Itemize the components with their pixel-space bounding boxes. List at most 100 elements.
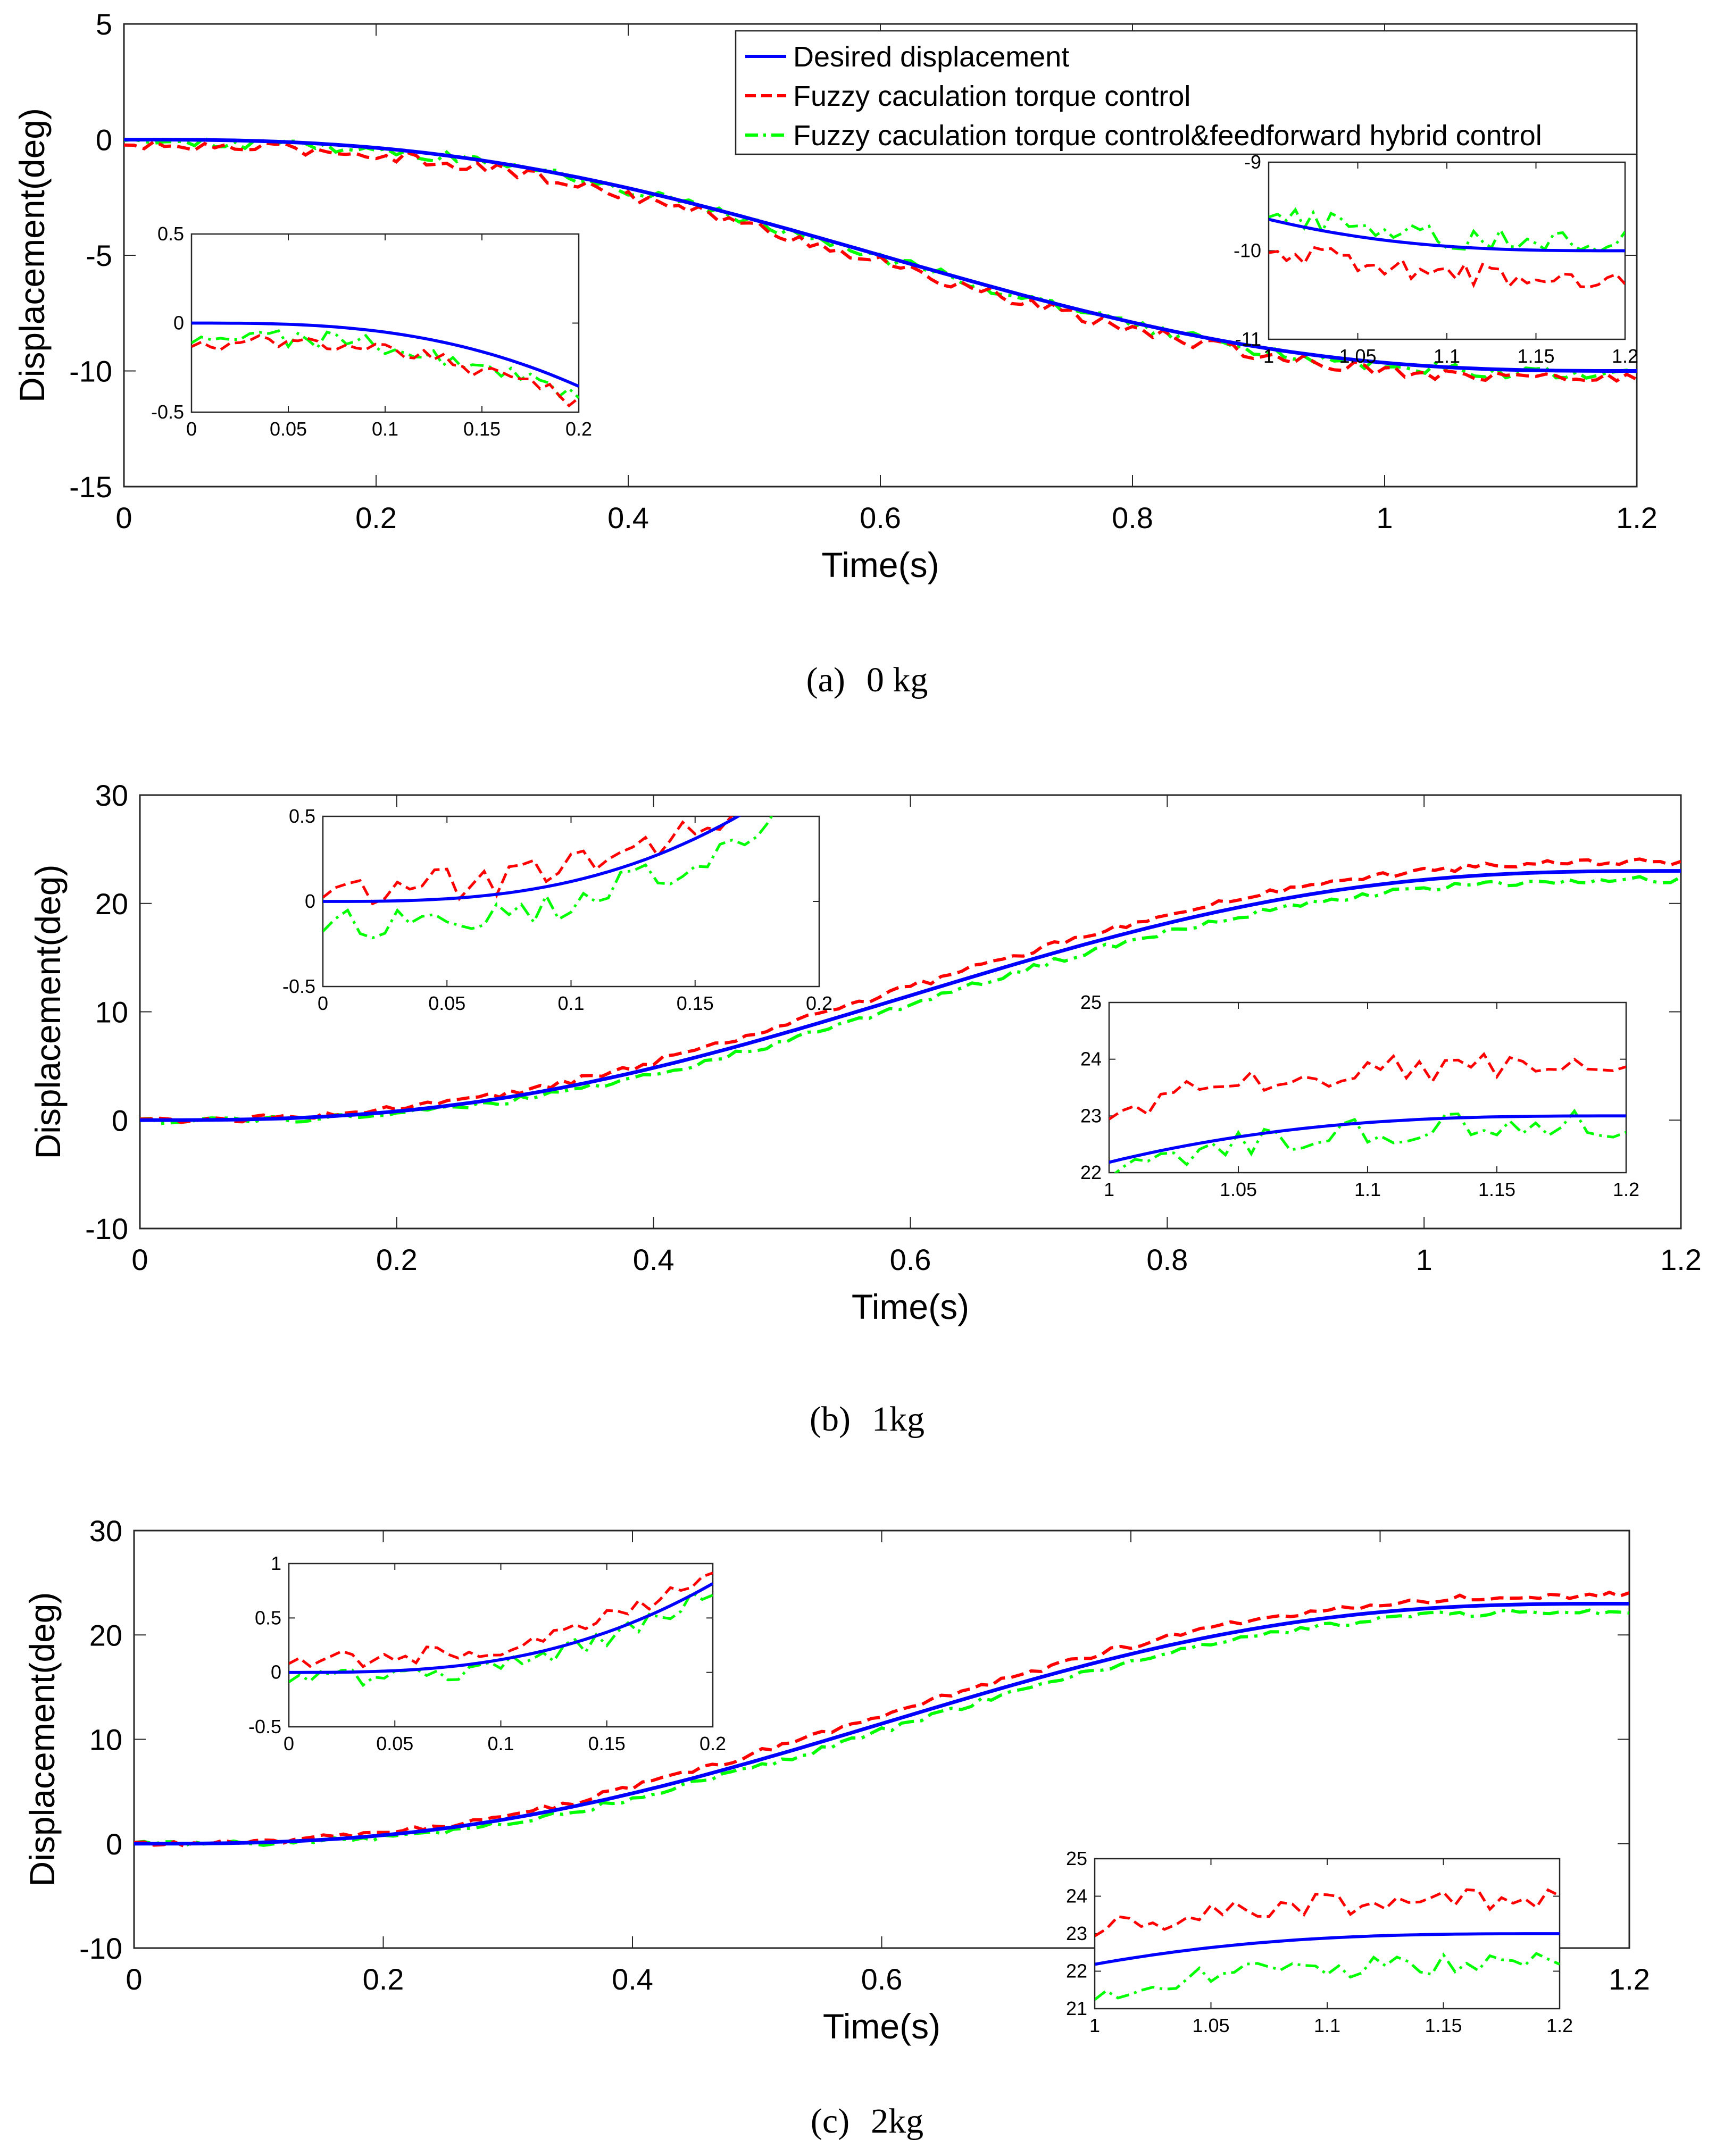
main-desired-line	[140, 869, 1681, 1122]
main-series	[140, 857, 1681, 1125]
main-axis-xtick-label: 0.6	[860, 501, 901, 534]
main-axis-xtick-label: 0.2	[355, 501, 397, 534]
main-axis-xtick-label: 1.2	[1609, 1962, 1650, 1996]
inset-1: 0 0.05 0.1 0.15 0.2-0.500.51	[248, 1552, 726, 1754]
panel-a: 0 0.2 0.4 0.6 0.8 1 1.2 -15 -10 -5 0 5 Time(s) Displa…	[12, 7, 1658, 699]
main-fuzzy-line	[140, 857, 1681, 1124]
inset-axis-ytick-label: 22	[1066, 1960, 1087, 1982]
main-series	[134, 1590, 1629, 1848]
inset-axis-ytick-label: 23	[1080, 1105, 1102, 1126]
inset-axis-ytick-label: 25	[1066, 1848, 1087, 1869]
main-fuzzy-line	[134, 1590, 1629, 1848]
inset-axis-ytick-label: -0.5	[282, 975, 315, 997]
inset-axis-ytick-label: -10	[1234, 240, 1261, 262]
inset-axis-xtick-label: 0.15	[463, 418, 501, 440]
inset-series	[323, 816, 795, 940]
inset-axis-ytick-label: 0	[173, 312, 184, 334]
inset-axis-ytick-label: 0.5	[157, 223, 184, 245]
inset-axis-xtick-label: 1.2	[1612, 345, 1638, 367]
inset-axis-xtick-label: 1.05	[1339, 345, 1376, 367]
main-axis-xtick-label: 0	[115, 501, 132, 534]
main-axis-xtick-label: 0.2	[376, 1243, 418, 1276]
caption-label: (c)	[811, 2102, 849, 2141]
inset-2: 1 1.05 1.1 1.15 1.2 21 22 23 24 25	[1066, 1848, 1573, 2036]
y-axis-label: Displacement(deg)	[28, 865, 68, 1159]
inset-1: 0 0.05 0.1 0.15 0.2-0.500.5	[282, 805, 832, 1014]
inset-axis-ytick-label: 21	[1066, 1998, 1087, 2019]
inset-axis-ytick-label: 22	[1080, 1161, 1102, 1183]
inset-desired-line	[191, 321, 579, 388]
inset-axis-xtick-label: 0.05	[270, 418, 307, 440]
main-axis-ytick-label: 30	[95, 779, 128, 812]
inset-hybrid-line	[323, 816, 795, 940]
inset-axis-ytick-label: 0	[305, 890, 315, 912]
inset-axis-xtick-label: 1.05	[1220, 1179, 1257, 1200]
inset-axis-xtick-label: 0	[318, 992, 328, 1014]
inset-axis-xtick-label: 0.15	[588, 1733, 626, 1754]
main-series	[124, 136, 1637, 383]
inset-axis-xtick-label: 0.05	[376, 1733, 413, 1754]
caption: (a) 0 kg	[806, 661, 928, 699]
caption: (c) 2kg	[811, 2102, 923, 2141]
main-axis-xtick-label: 0.4	[607, 501, 649, 534]
legend: Desired displacement Fuzzy caculation tor…	[735, 30, 1638, 155]
inset-fuzzy-line	[289, 1572, 713, 1669]
inset-axis-xtick-label: 1.1	[1354, 1179, 1381, 1200]
inset-series	[1095, 1888, 1560, 2001]
inset-axis-ytick-label: 24	[1080, 1048, 1102, 1070]
y-axis-label: Displacement(deg)	[22, 1592, 62, 1887]
inset-series	[1269, 207, 1625, 289]
inset-axis-xtick-label: 1.2	[1613, 1179, 1639, 1200]
inset-fuzzy-line	[191, 334, 579, 408]
main-axis-xtick-label: 1.2	[1616, 501, 1658, 534]
inset-axis-ytick-label: -0.5	[151, 401, 184, 423]
inset-axis-xtick-label: 0.15	[677, 992, 714, 1014]
panel-c: 00.20.40.60.811.2-100102030Time(s)Displa…	[22, 1514, 1650, 2141]
panel-b: 0 0.2 0.4 0.6 0.8 1 1.2-100102030Time(s)Displa…	[28, 779, 1702, 1439]
inset-axis-xtick-label: 1.1	[1434, 345, 1460, 367]
inset-axis-xtick-label: 0.1	[487, 1733, 514, 1754]
main-desired-line	[134, 1601, 1629, 1846]
inset-series	[1109, 1051, 1626, 1173]
inset-axis-ytick-label: -0.5	[248, 1716, 281, 1737]
inset-axis-xtick-label: 1.1	[1314, 2015, 1340, 2036]
main-axis-xtick-label: 1.2	[1660, 1243, 1702, 1276]
inset-desired-line	[323, 816, 742, 903]
inset-axis-ytick-label: 25	[1080, 991, 1102, 1013]
legend-label: Fuzzy caculation torque control	[793, 80, 1190, 112]
inset-desired-line	[1269, 218, 1625, 253]
inset-axis-xtick-label: 1	[1263, 345, 1274, 367]
main-axis-ytick-label: -5	[86, 239, 112, 272]
x-axis-label: Time(s)	[821, 545, 939, 584]
main-axis-ytick-label: 5	[96, 7, 112, 41]
legend-box	[735, 30, 1638, 155]
inset-axis-xtick-label: 1.05	[1192, 2015, 1229, 2036]
main-axis-ytick-label: -15	[69, 470, 112, 504]
main-desired-line	[124, 138, 1637, 373]
inset-hybrid-line	[1095, 1952, 1560, 2001]
y-axis-label: Displacement(deg)	[12, 108, 52, 403]
main-axis-xtick-label: 0.4	[612, 1962, 653, 1996]
main-axis-ytick-label: 0	[106, 1827, 122, 1861]
caption-label: (b)	[810, 1400, 851, 1439]
inset-axis-xtick-label: 0.05	[428, 992, 465, 1014]
caption-text: 1kg	[872, 1400, 925, 1439]
main-axis-ytick-label: 10	[89, 1723, 122, 1757]
inset-2: 1 1.05 1.1 1.15 1.2 22 23 24 25	[1080, 991, 1639, 1200]
main-axis-ytick-label: 20	[95, 887, 128, 921]
inset-axis-xtick-label: 1.15	[1425, 2015, 1462, 2036]
main-axis-xtick-label: 1	[1416, 1243, 1432, 1276]
inset-axis-ytick-label: 0.5	[255, 1607, 281, 1628]
inset-axis-xtick-label: 0.2	[806, 992, 832, 1014]
x-axis-label: Time(s)	[823, 2007, 940, 2046]
inset-desired-line	[1109, 1114, 1626, 1164]
inset-hybrid-line	[289, 1590, 713, 1687]
inset-axis-xtick-label: 1.15	[1517, 345, 1554, 367]
legend-label: Desired displacement	[793, 41, 1069, 73]
main-axis-xtick-label: 0.6	[861, 1962, 903, 1996]
inset-axis-xtick-label: 0.2	[699, 1733, 726, 1754]
main-axis-ytick-label: -10	[69, 355, 112, 388]
inset-desired-line	[289, 1582, 713, 1674]
inset-axis-xtick-label: 0	[284, 1733, 294, 1754]
inset-axis-xtick-label: 1.2	[1546, 2015, 1573, 2036]
